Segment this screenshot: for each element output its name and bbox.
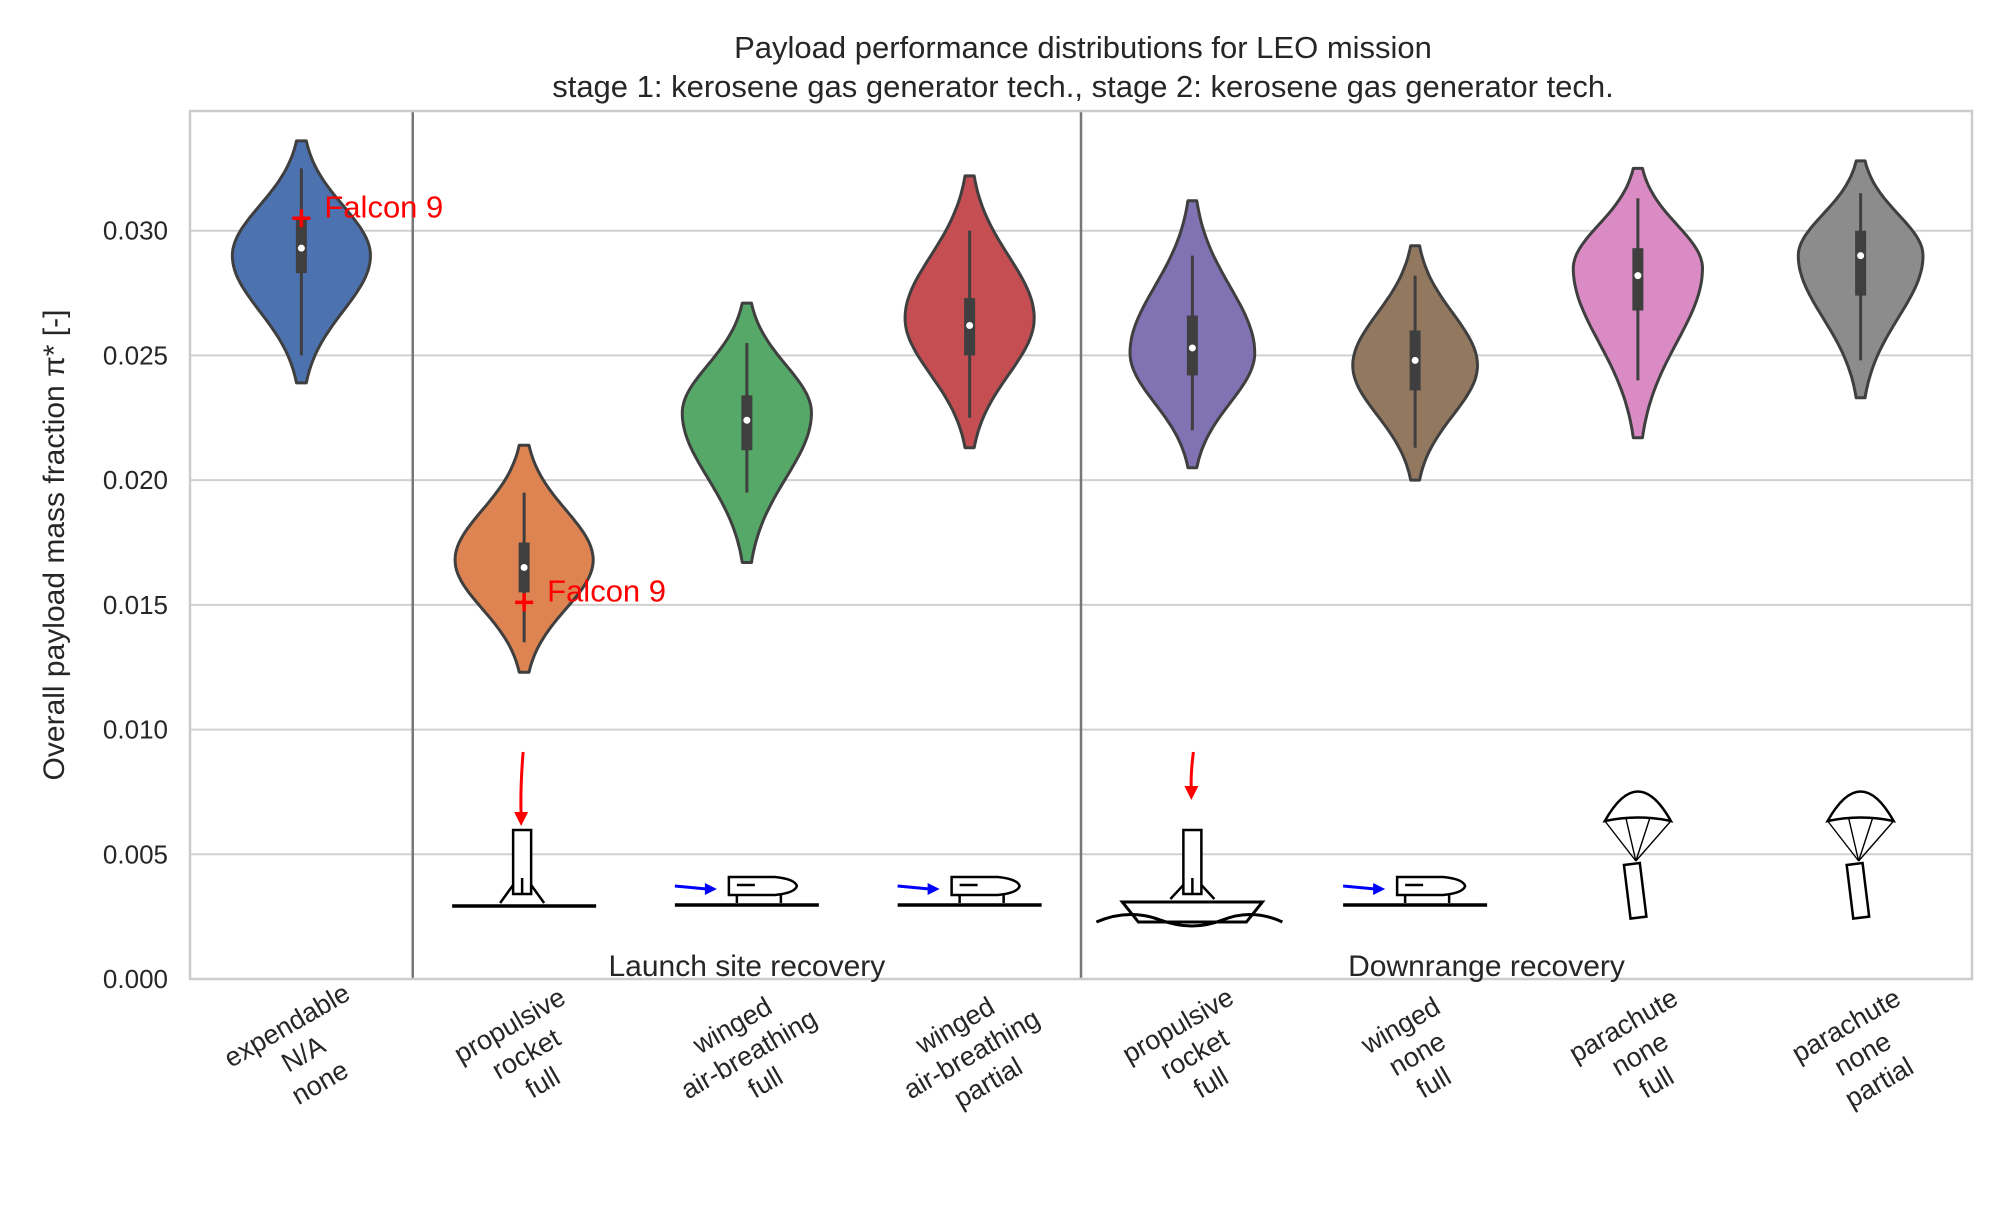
rocket-drone-ship-icon	[1095, 751, 1284, 928]
violin-median-point	[966, 322, 974, 330]
parachute-icon	[1825, 790, 1897, 920]
parachute-icon	[1602, 790, 1674, 920]
violin-median-point	[1634, 272, 1642, 280]
recovery-icons	[452, 751, 1897, 928]
y-tick-label: 0.025	[103, 340, 168, 370]
violin-median-point	[1188, 344, 1196, 352]
violin-iqr-box	[1855, 230, 1867, 296]
annotations: Falcon 9 Falcon 9	[292, 189, 666, 612]
violin-median-point	[1411, 356, 1419, 364]
y-tick-label: 0.020	[103, 465, 168, 495]
y-tick-label: 0.010	[103, 715, 168, 745]
y-tick-label: 0.005	[103, 839, 168, 869]
violin-median-point	[297, 244, 305, 252]
group-label: Launch site recovery	[608, 950, 885, 983]
violin-iqr-box	[1632, 248, 1644, 311]
violins	[230, 139, 1925, 674]
chart-subtitle: stage 1: kerosene gas generator tech., s…	[552, 69, 1614, 104]
violin-median-point	[743, 416, 751, 424]
rocket-landing-pad-icon	[452, 751, 597, 908]
plot-frame	[188, 109, 1974, 981]
winged-air-breathing-icon	[897, 875, 1042, 907]
violin-median-point	[1857, 252, 1865, 260]
falcon9-label: Falcon 9	[547, 573, 666, 608]
violin-median-point	[520, 563, 528, 571]
y-tick-label: 0.015	[103, 590, 168, 620]
y-axis-label: Overall payload mass fraction π* [-]	[38, 310, 71, 781]
winged-air-breathing-icon	[674, 875, 819, 907]
falcon9-label: Falcon 9	[324, 189, 443, 224]
y-tick-label: 0.000	[103, 964, 168, 994]
y-tick-labels: 0.000 0.005 0.010 0.015 0.020 0.025 0.030	[103, 216, 168, 994]
chart-title: Payload performance distributions for LE…	[734, 30, 1432, 65]
winged-glider-icon	[1342, 875, 1488, 907]
group-separators	[411, 111, 1083, 979]
group-labels: Launch site recovery Downrange recovery	[608, 950, 1624, 983]
group-label: Downrange recovery	[1348, 950, 1625, 983]
y-tick-label: 0.030	[103, 216, 168, 246]
